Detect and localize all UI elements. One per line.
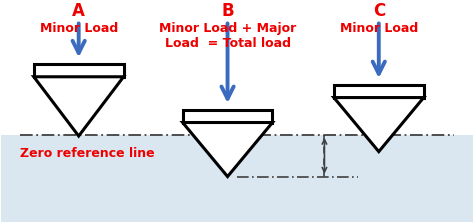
Bar bbox=[0, 135, 474, 222]
Bar bbox=[34, 64, 124, 77]
Text: C: C bbox=[373, 2, 385, 20]
Bar bbox=[334, 85, 424, 98]
Polygon shape bbox=[182, 122, 273, 177]
Text: Minor Load + Major
Load  = Total load: Minor Load + Major Load = Total load bbox=[159, 22, 296, 50]
Polygon shape bbox=[34, 77, 124, 136]
Polygon shape bbox=[334, 98, 424, 152]
Text: B: B bbox=[221, 2, 234, 20]
Text: Zero reference line: Zero reference line bbox=[19, 147, 154, 161]
Text: Minor Load: Minor Load bbox=[340, 22, 418, 35]
Bar bbox=[182, 110, 273, 122]
Text: Minor Load: Minor Load bbox=[39, 22, 118, 35]
Text: A: A bbox=[72, 2, 85, 20]
